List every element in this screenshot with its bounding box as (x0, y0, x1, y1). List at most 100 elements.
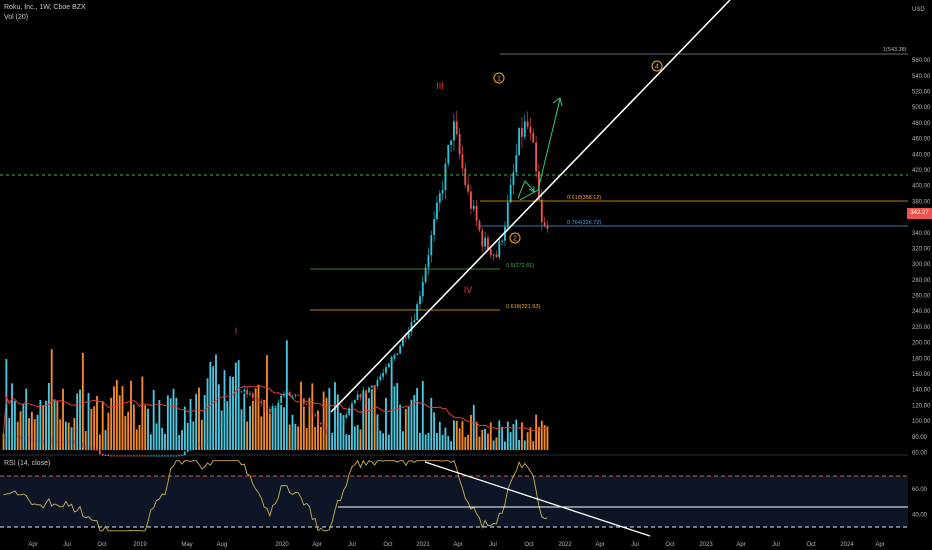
candle-body (464, 168, 467, 185)
candle-body (62, 442, 64, 444)
time-tick-label: Jul (489, 542, 497, 548)
volume-bar (455, 420, 458, 450)
volume-bar (158, 400, 161, 450)
volume-bar (311, 383, 314, 450)
candle-body (36, 440, 39, 442)
volume-bar (8, 418, 11, 450)
candle-body (498, 241, 501, 258)
volume-bar (25, 388, 28, 450)
volume-bar (334, 382, 336, 450)
candle-body (200, 444, 203, 446)
candle-body (478, 220, 481, 231)
volume-bar (396, 383, 399, 450)
rsi-line (3, 459, 548, 532)
volume-bar (144, 405, 147, 450)
candle-body (70, 441, 73, 443)
candle-body (331, 432, 334, 435)
volume-bar (127, 411, 130, 450)
volume-bar (393, 386, 396, 450)
candle-body (288, 392, 291, 396)
volume-bar (254, 388, 257, 450)
volume-bar (147, 408, 149, 450)
volume-bar (356, 424, 359, 450)
candle-body (90, 447, 93, 449)
candle-body (84, 446, 87, 449)
volume-bar (268, 413, 271, 450)
volume-bar (198, 387, 200, 450)
candle-body (110, 455, 113, 457)
candle-body (492, 254, 495, 256)
candle-body (339, 423, 342, 425)
candle-body (192, 445, 195, 449)
candle-body (223, 418, 226, 423)
volume-bar (280, 405, 283, 450)
candle-body (317, 415, 319, 424)
volume-bar (450, 441, 453, 450)
time-tick-label: Oct (383, 542, 393, 548)
volume-bar (487, 433, 489, 450)
candle-body (220, 422, 223, 427)
volume-bar (416, 387, 419, 450)
candle-body (101, 454, 104, 456)
candle-body (458, 134, 461, 155)
wave-4-label: 4 (655, 64, 659, 71)
candle-body (234, 392, 237, 401)
candle-body (212, 436, 215, 442)
volume-bar (495, 437, 498, 450)
volume-bar (489, 422, 492, 450)
volume-bar (22, 403, 25, 450)
candle-body (169, 455, 172, 457)
candle-body (11, 437, 13, 439)
candle-body (393, 354, 396, 359)
candle-body (322, 423, 325, 430)
time-tick-label: Jul (631, 542, 639, 548)
candle-body (297, 394, 300, 396)
candle-body (232, 400, 234, 409)
projection-arrow-small (517, 180, 535, 199)
candle-body (438, 193, 441, 203)
candle-body (356, 394, 359, 400)
price-tick-label: 540.00 (912, 74, 931, 80)
volume-bar (481, 429, 484, 450)
price-tick-label: 440.00 (912, 152, 931, 158)
candle-body (118, 455, 121, 457)
volume-bar (421, 381, 424, 450)
candle-body (413, 320, 416, 322)
candle-body (79, 443, 81, 444)
volume-bar (246, 421, 249, 450)
price-tick-label: 280.00 (912, 278, 931, 284)
candle-body (472, 205, 475, 209)
price-tick-label: 120.00 (912, 403, 931, 409)
volume-bar (11, 383, 13, 450)
volume-bar (186, 422, 189, 450)
candle-body (334, 428, 336, 433)
candle-body (421, 281, 424, 297)
candle-body (455, 121, 458, 135)
time-tick-label: Oct (665, 542, 675, 548)
volume-bar (546, 426, 549, 450)
candle-body (506, 202, 509, 227)
volume-bar (141, 376, 144, 450)
volume-bar (59, 419, 62, 450)
volume-bar (430, 397, 433, 450)
candle-body (467, 184, 470, 192)
volume-bar (348, 434, 351, 450)
candle-body (271, 406, 274, 413)
fib-0764-label: 0.764(326.72) (567, 220, 601, 226)
volume-bar (387, 434, 390, 450)
candle-body (42, 440, 45, 443)
candle-body (50, 439, 53, 442)
candle-body (353, 399, 356, 404)
volume-bar (413, 395, 416, 450)
volume-bar (124, 416, 127, 450)
volume-bar (532, 441, 535, 450)
candle-body (172, 455, 175, 457)
volume-bar (470, 414, 472, 450)
candle-body (277, 402, 280, 406)
time-tick-label: Oct (97, 542, 107, 548)
volume-bar (33, 419, 36, 450)
volume-bar (183, 406, 186, 450)
price-tick-label: 160.00 (912, 372, 931, 378)
candle-body (152, 455, 155, 457)
price-tick-label: 100.00 (912, 419, 931, 425)
